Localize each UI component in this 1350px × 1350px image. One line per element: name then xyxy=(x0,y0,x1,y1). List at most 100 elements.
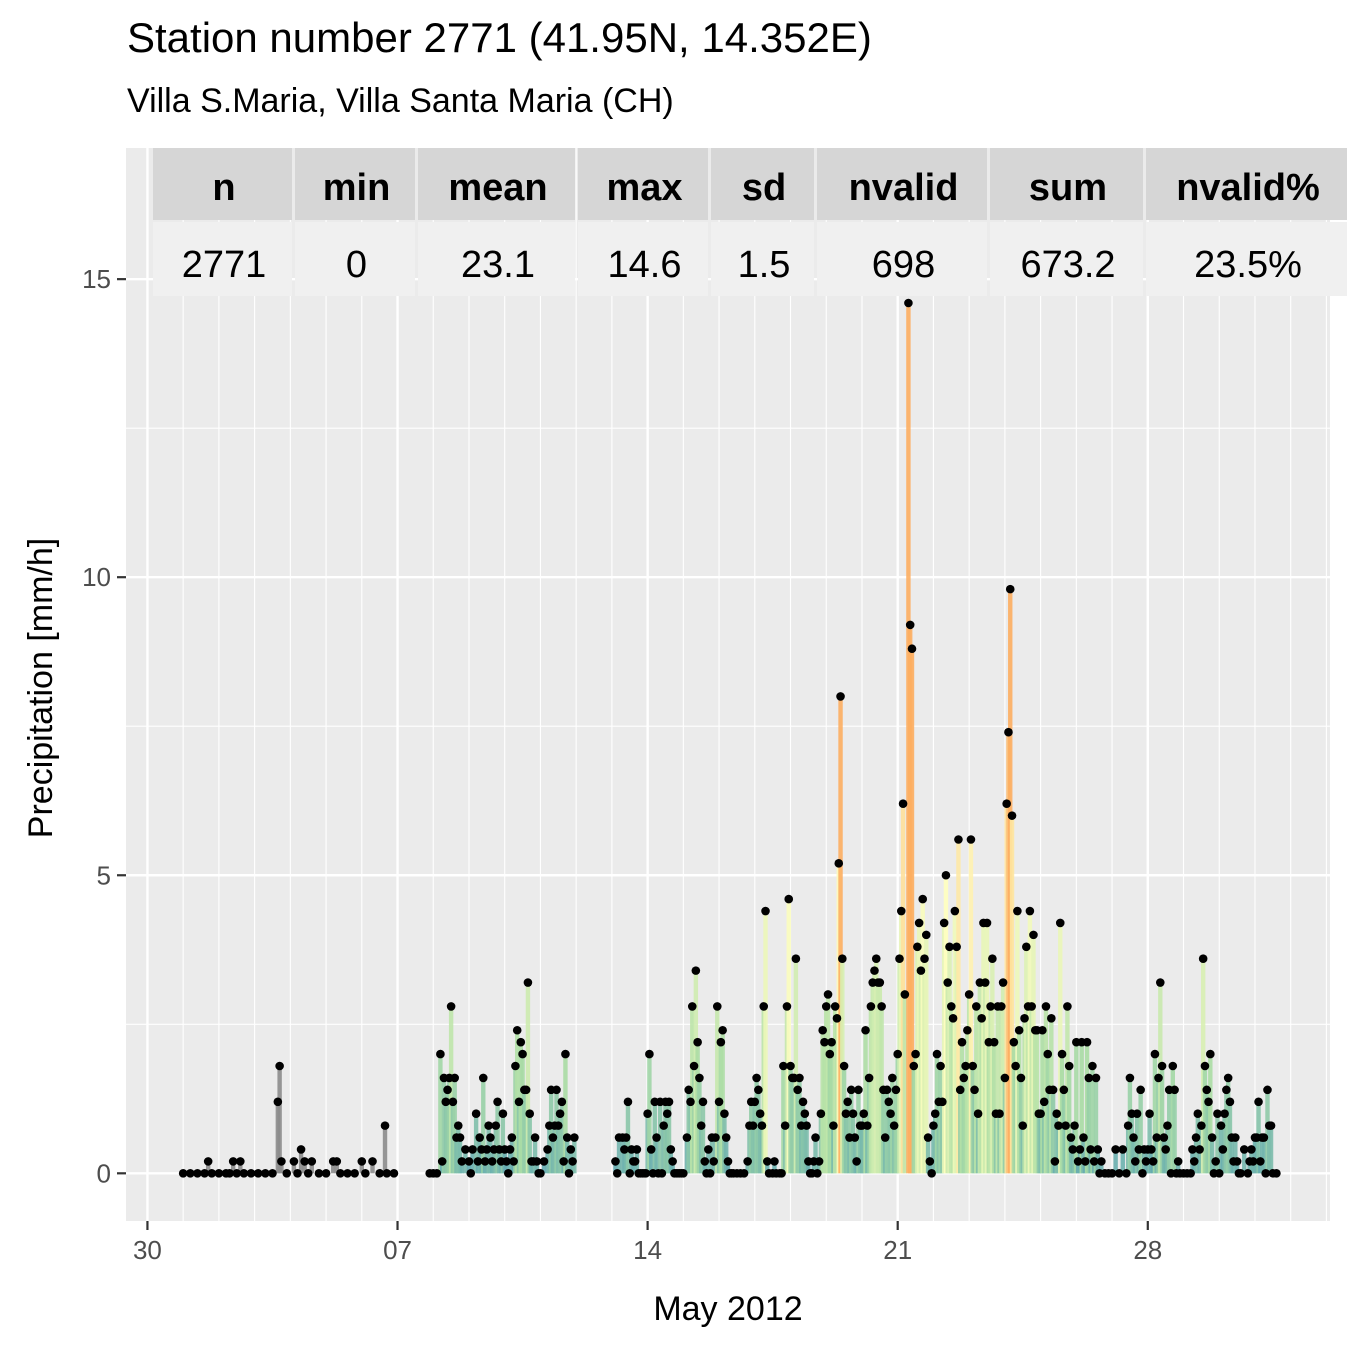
precip-bar xyxy=(863,1030,868,1174)
data-point xyxy=(989,1037,999,1047)
data-point xyxy=(1206,1049,1215,1059)
precip-bar xyxy=(648,1149,654,1174)
data-point xyxy=(361,1169,370,1178)
table-header-cell xyxy=(817,148,987,220)
data-point xyxy=(793,1085,802,1095)
data-point xyxy=(689,1061,699,1071)
data-point xyxy=(850,1133,860,1142)
data-point xyxy=(450,1073,459,1083)
data-point xyxy=(612,1169,622,1178)
data-point xyxy=(668,1157,677,1166)
precip-bar xyxy=(459,1161,465,1174)
y-tick-label: 15 xyxy=(82,264,111,294)
data-point xyxy=(813,1169,822,1178)
data-point xyxy=(754,1085,763,1095)
data-point xyxy=(1020,1014,1029,1023)
data-point xyxy=(838,954,847,964)
precip-bar xyxy=(563,1054,568,1174)
data-point xyxy=(505,1145,515,1154)
point-series xyxy=(178,298,1281,1178)
data-point xyxy=(1016,1073,1026,1083)
data-point xyxy=(441,1097,451,1107)
data-point xyxy=(964,990,974,999)
data-point xyxy=(493,1097,502,1107)
data-point xyxy=(1261,1169,1270,1178)
data-point xyxy=(929,1121,938,1130)
precip-bar xyxy=(927,1161,933,1174)
data-point xyxy=(1213,1109,1222,1118)
data-point xyxy=(997,1002,1006,1011)
precip-bar xyxy=(1074,1042,1079,1174)
precip-bar xyxy=(1138,1089,1143,1174)
data-point xyxy=(784,894,794,904)
data-point xyxy=(1130,1157,1140,1166)
data-point xyxy=(432,1169,442,1178)
data-point xyxy=(1189,1157,1199,1166)
x-tick-label: 28 xyxy=(1133,1235,1162,1265)
data-point xyxy=(786,1061,795,1071)
table-header-cell xyxy=(578,148,708,220)
data-point xyxy=(1064,1061,1074,1071)
data-point xyxy=(553,1121,563,1130)
x-tick-label: 21 xyxy=(883,1235,912,1265)
data-point xyxy=(1070,1121,1079,1130)
data-point xyxy=(645,1049,654,1059)
precip-bar xyxy=(1268,1125,1274,1174)
data-point xyxy=(1147,1145,1156,1154)
data-point xyxy=(943,978,953,987)
data-point xyxy=(904,298,913,308)
data-point xyxy=(839,1061,849,1071)
data-point xyxy=(443,1085,452,1095)
data-point xyxy=(1248,1157,1258,1166)
data-point xyxy=(1005,584,1015,594)
data-point xyxy=(1080,1157,1090,1166)
data-point xyxy=(1259,1133,1269,1142)
data-point xyxy=(930,1109,940,1118)
data-point xyxy=(502,1157,511,1166)
data-point xyxy=(620,1145,629,1154)
data-point xyxy=(273,1097,283,1107)
data-point xyxy=(1243,1169,1253,1178)
data-point xyxy=(891,1085,901,1095)
data-point xyxy=(936,1061,945,1071)
data-point xyxy=(1163,1121,1172,1130)
data-point xyxy=(704,1145,713,1154)
table-value-cell xyxy=(418,222,575,296)
data-point xyxy=(705,1169,715,1178)
precip-bar xyxy=(616,1137,622,1174)
data-point xyxy=(236,1157,245,1166)
data-point xyxy=(659,1121,668,1130)
precip-bar xyxy=(1134,1113,1140,1174)
data-point xyxy=(695,1073,704,1083)
data-point xyxy=(696,1121,706,1130)
precip-bar xyxy=(504,1161,509,1174)
data-point xyxy=(1018,1121,1028,1130)
data-point xyxy=(923,1133,933,1142)
data-point xyxy=(332,1157,342,1166)
table-header-label: nvalid% xyxy=(1176,167,1320,209)
precip-bar xyxy=(772,1161,777,1174)
data-point xyxy=(686,1097,695,1107)
data-point xyxy=(900,990,910,999)
precip-bar xyxy=(786,899,791,1174)
data-point xyxy=(880,1133,890,1142)
data-point xyxy=(1079,1133,1088,1142)
precip-bar xyxy=(902,994,908,1174)
data-point xyxy=(523,978,533,987)
precip-bar xyxy=(548,1089,554,1174)
precip-bar xyxy=(881,1089,886,1174)
data-point xyxy=(461,1145,470,1154)
data-point xyxy=(941,870,951,880)
data-point xyxy=(368,1157,377,1166)
data-point xyxy=(780,1121,790,1130)
data-point xyxy=(961,1061,970,1071)
data-point xyxy=(471,1109,481,1118)
data-point xyxy=(1089,1157,1099,1166)
data-point xyxy=(895,954,904,964)
data-point xyxy=(1122,1169,1131,1178)
data-point xyxy=(1093,1145,1103,1154)
data-point xyxy=(968,1061,978,1071)
precip-bar xyxy=(230,1161,236,1174)
data-point xyxy=(1009,1037,1019,1047)
precip-bar xyxy=(331,1161,336,1174)
